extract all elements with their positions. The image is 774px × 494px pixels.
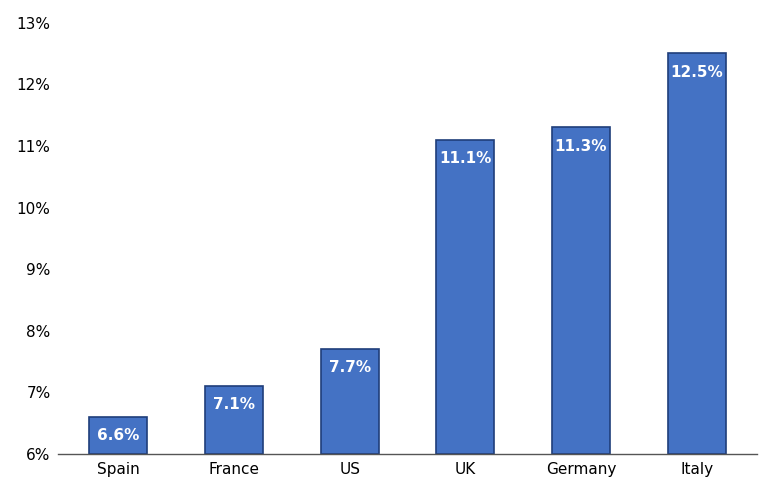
Text: 7.7%: 7.7% — [329, 360, 371, 375]
Bar — [90, 417, 147, 454]
Bar — [320, 349, 378, 454]
Text: 11.3%: 11.3% — [555, 138, 608, 154]
Text: 12.5%: 12.5% — [670, 65, 723, 80]
Bar — [552, 127, 610, 454]
Text: 11.1%: 11.1% — [439, 151, 491, 166]
Bar — [205, 386, 263, 454]
Bar — [668, 53, 725, 454]
Bar — [437, 140, 495, 454]
Text: 7.1%: 7.1% — [213, 397, 255, 412]
Text: 6.6%: 6.6% — [98, 428, 139, 443]
